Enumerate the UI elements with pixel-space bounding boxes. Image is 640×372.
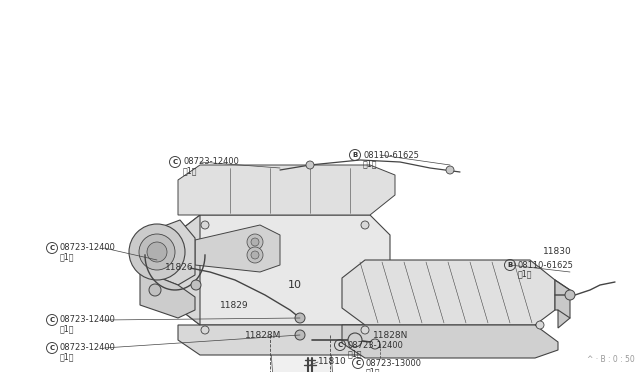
Text: （1）: （1） — [363, 160, 378, 169]
Circle shape — [251, 251, 259, 259]
Polygon shape — [178, 215, 390, 325]
Text: C: C — [49, 345, 54, 351]
Polygon shape — [342, 325, 558, 358]
Text: 08723-13000: 08723-13000 — [366, 359, 422, 368]
Text: 11830: 11830 — [543, 247, 572, 257]
Text: C: C — [337, 342, 342, 348]
Text: （1）: （1） — [60, 253, 74, 262]
Circle shape — [565, 290, 575, 300]
Circle shape — [247, 247, 263, 263]
Polygon shape — [178, 325, 395, 355]
Text: 11829: 11829 — [220, 301, 248, 310]
Circle shape — [251, 238, 259, 246]
Text: 11826: 11826 — [165, 263, 194, 273]
Circle shape — [247, 234, 263, 250]
Polygon shape — [140, 220, 195, 285]
Circle shape — [191, 280, 201, 290]
Circle shape — [295, 313, 305, 323]
Text: （1）: （1） — [60, 324, 74, 334]
Polygon shape — [178, 165, 395, 215]
Text: 08723-12400: 08723-12400 — [60, 343, 116, 353]
Text: （1）: （1） — [518, 269, 532, 279]
Text: （1）: （1） — [60, 353, 74, 362]
Text: 11810: 11810 — [318, 357, 347, 366]
Circle shape — [147, 242, 167, 262]
Text: 08723-12400: 08723-12400 — [60, 244, 116, 253]
Circle shape — [306, 161, 314, 169]
Polygon shape — [555, 280, 570, 328]
Text: 10: 10 — [288, 280, 302, 290]
Text: 08723-12400: 08723-12400 — [348, 340, 404, 350]
Text: ^ · B : 0 : 50: ^ · B : 0 : 50 — [588, 355, 635, 364]
Circle shape — [129, 224, 185, 280]
Text: 08723-12400: 08723-12400 — [60, 315, 116, 324]
Text: 08110-61625: 08110-61625 — [518, 260, 574, 269]
Text: 08110-61625: 08110-61625 — [363, 151, 419, 160]
Text: B: B — [353, 152, 358, 158]
Text: 11828N: 11828N — [373, 330, 408, 340]
Text: C: C — [49, 317, 54, 323]
Text: （1）: （1） — [366, 368, 381, 372]
Circle shape — [446, 166, 454, 174]
Polygon shape — [140, 270, 195, 318]
Circle shape — [361, 221, 369, 229]
Text: （1）: （1） — [183, 167, 198, 176]
Text: C: C — [355, 360, 360, 366]
Text: 08723-12400: 08723-12400 — [183, 157, 239, 167]
Circle shape — [370, 339, 380, 349]
Polygon shape — [270, 335, 333, 372]
Circle shape — [295, 330, 305, 340]
Circle shape — [361, 326, 369, 334]
Text: 11828M: 11828M — [245, 330, 282, 340]
Circle shape — [139, 234, 175, 270]
Circle shape — [201, 221, 209, 229]
Text: B: B — [508, 262, 513, 268]
Polygon shape — [342, 260, 555, 325]
Circle shape — [536, 321, 544, 329]
Text: （1）: （1） — [348, 350, 362, 359]
Circle shape — [201, 326, 209, 334]
Polygon shape — [195, 225, 280, 272]
Circle shape — [149, 284, 161, 296]
Polygon shape — [178, 215, 200, 325]
Text: C: C — [172, 159, 177, 165]
Text: C: C — [49, 245, 54, 251]
Circle shape — [348, 333, 362, 347]
